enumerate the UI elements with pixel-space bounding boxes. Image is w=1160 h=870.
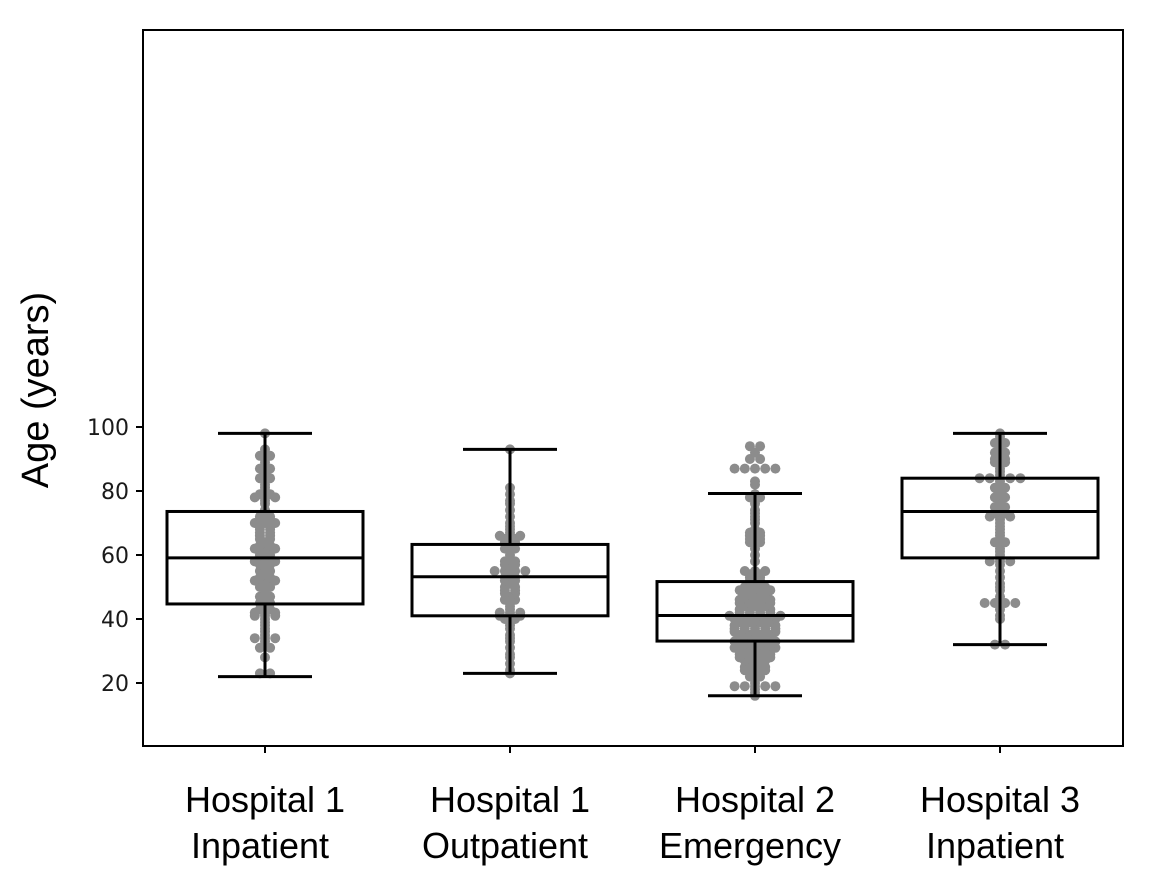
swarm-point [760, 463, 771, 474]
swarm-point [729, 681, 740, 692]
x-tick-label-line2: Inpatient [926, 825, 1064, 866]
swarm-point [744, 441, 755, 452]
swarm-point [739, 681, 750, 692]
boxplots-layer [165, 431, 1100, 698]
swarm-point [494, 530, 505, 541]
y-tick-label: 20 [101, 672, 129, 697]
x-tick-label-line1: Hospital 2 [675, 779, 835, 820]
x-tick-label-line2: Inpatient [191, 825, 329, 866]
swarm-point [760, 566, 771, 576]
swarm-point [760, 681, 771, 692]
y-tick-label: 40 [101, 608, 129, 633]
x-tick-label-line2: Emergency [659, 825, 841, 866]
x-axis: Hospital 1 Inpatient Hospital 1 Outpatient H… [185, 746, 1080, 866]
x-tick-label-line2: Outpatient [422, 825, 588, 866]
swarm-point [770, 463, 781, 474]
x-tick-label-line1: Hospital 1 [185, 779, 345, 820]
swarm-point [515, 530, 526, 541]
swarm-point [750, 463, 760, 474]
swarm-point [739, 566, 750, 576]
swarm-points-layer [249, 428, 1026, 701]
plot-area-frame [142, 29, 1124, 747]
swarm-point [729, 463, 740, 474]
x-tick-label-line1: Hospital 3 [920, 779, 1080, 820]
swarm-point [489, 566, 500, 576]
y-tick-label: 100 [87, 416, 129, 441]
swarm-point [755, 441, 766, 452]
swarm-point [979, 598, 990, 608]
swarm-point [770, 681, 781, 692]
y-tick-label: 80 [101, 480, 129, 505]
swarm-point [1010, 598, 1021, 608]
swarm-point [750, 476, 760, 487]
swarm-point [520, 566, 531, 576]
y-tick-label: 60 [101, 544, 129, 569]
swarm-point [739, 463, 750, 474]
y-axis: 20 40 60 80 100 [87, 416, 143, 697]
swarm-point [249, 633, 260, 644]
swarm-point [270, 633, 281, 644]
x-tick-label-line1: Hospital 1 [430, 779, 590, 820]
y-axis-title: Age (years) [15, 292, 57, 488]
